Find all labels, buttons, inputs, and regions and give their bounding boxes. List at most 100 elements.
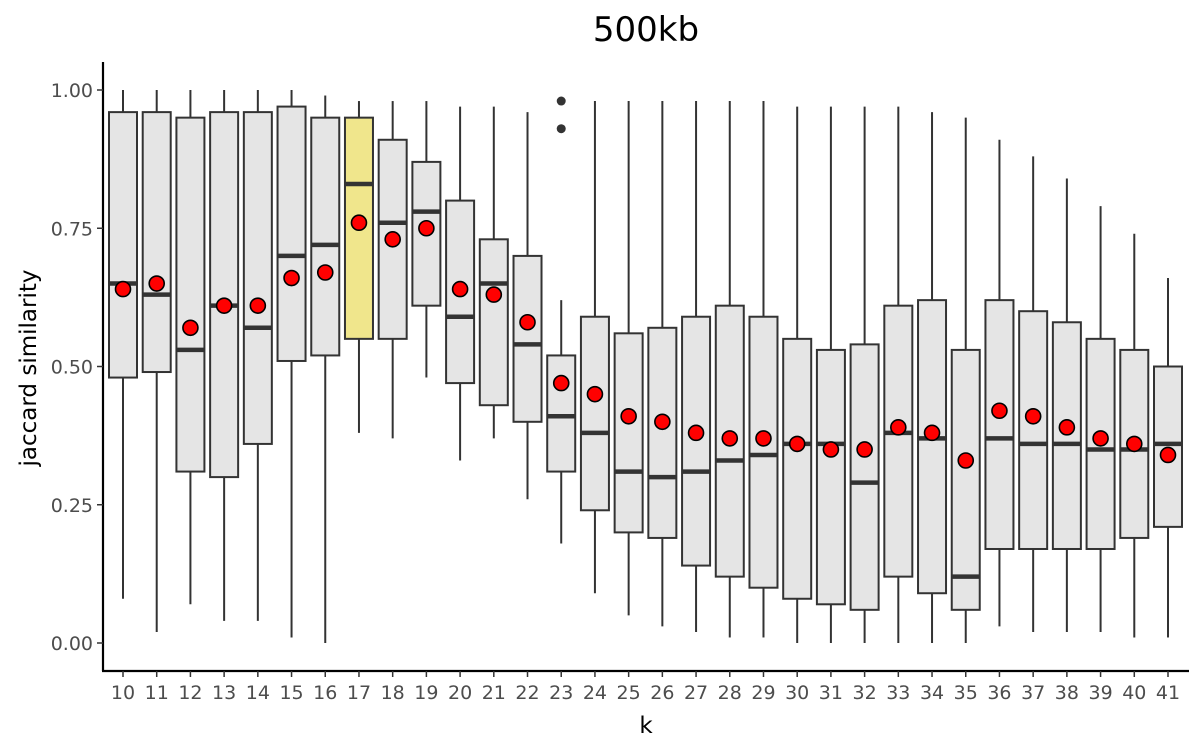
mean-point bbox=[1125, 435, 1143, 453]
iqr-box bbox=[815, 348, 846, 606]
x-tick-label: 22 bbox=[515, 682, 539, 704]
outlier-point bbox=[556, 124, 566, 134]
x-axis-label: k bbox=[639, 713, 653, 739]
mean-point bbox=[519, 313, 536, 331]
x-tick-label: 13 bbox=[212, 682, 236, 704]
box-k-14 bbox=[242, 90, 273, 621]
mean-point bbox=[788, 435, 806, 453]
x-tick-label: 27 bbox=[684, 682, 708, 704]
iqr-box bbox=[782, 337, 813, 600]
mean-point bbox=[182, 319, 199, 337]
x-tick-label: 38 bbox=[1055, 682, 1079, 704]
box-k-21 bbox=[478, 106, 509, 439]
x-tick-label: 35 bbox=[954, 682, 978, 704]
iqr-box bbox=[1018, 310, 1049, 550]
iqr-box bbox=[849, 343, 880, 611]
mean-point bbox=[283, 269, 300, 287]
x-tick-label: 12 bbox=[178, 682, 202, 704]
mean-point bbox=[384, 231, 401, 248]
box-k-37 bbox=[1018, 156, 1049, 632]
mean-point bbox=[1092, 430, 1109, 447]
iqr-box bbox=[950, 348, 981, 611]
box-k-32 bbox=[849, 106, 880, 643]
box-k-17 bbox=[343, 101, 374, 433]
iqr-box bbox=[512, 254, 543, 423]
x-tick-label: 25 bbox=[617, 682, 641, 704]
box-k-13 bbox=[209, 90, 240, 621]
box-k-28 bbox=[714, 101, 745, 638]
mean-point bbox=[822, 441, 840, 458]
iqr-box bbox=[242, 111, 273, 445]
x-tick-label: 20 bbox=[448, 682, 472, 704]
mean-point bbox=[856, 441, 873, 458]
x-tick-label: 31 bbox=[819, 682, 843, 704]
iqr-box bbox=[883, 304, 914, 578]
box-k-24 bbox=[579, 101, 610, 594]
box-k-41 bbox=[1153, 278, 1183, 638]
iqr-box bbox=[108, 111, 138, 379]
box-k-12 bbox=[175, 90, 206, 605]
box-k-34 bbox=[917, 112, 948, 643]
y-tick-label: 1.00 bbox=[51, 80, 93, 102]
x-tick-label: 11 bbox=[145, 682, 169, 704]
iqr-box bbox=[141, 111, 172, 374]
mean-point bbox=[1024, 407, 1042, 425]
mean-point bbox=[316, 264, 334, 281]
y-tick-label: 0.50 bbox=[51, 357, 93, 379]
x-tick-label: 34 bbox=[920, 682, 944, 704]
x-tick-label: 39 bbox=[1088, 682, 1112, 704]
x-tick-label: 33 bbox=[886, 682, 910, 704]
mean-point bbox=[249, 297, 267, 314]
mean-point bbox=[1159, 446, 1177, 464]
outlier-point bbox=[556, 96, 566, 106]
x-tick-label: 21 bbox=[482, 682, 506, 704]
mean-point bbox=[215, 297, 233, 314]
box-k-35 bbox=[950, 117, 981, 643]
mean-point bbox=[890, 419, 907, 436]
mean-point bbox=[654, 413, 671, 431]
mean-point bbox=[957, 452, 975, 469]
iqr-box bbox=[310, 116, 341, 357]
mean-point bbox=[991, 402, 1008, 420]
box-k-25 bbox=[613, 101, 644, 616]
x-tick-label: 10 bbox=[111, 682, 135, 704]
iqr-box bbox=[613, 332, 644, 534]
x-tick-label: 17 bbox=[347, 682, 371, 704]
box-k-18 bbox=[377, 101, 408, 439]
x-tick-label: 23 bbox=[549, 682, 573, 704]
mean-point bbox=[687, 424, 705, 442]
mean-point bbox=[350, 214, 368, 232]
x-tick-label: 15 bbox=[279, 682, 303, 704]
box-k-40 bbox=[1119, 233, 1150, 638]
x-tick-label: 37 bbox=[1021, 682, 1045, 704]
mean-point bbox=[923, 424, 941, 442]
mean-point bbox=[418, 219, 435, 237]
x-tick-label: 30 bbox=[785, 682, 809, 704]
mean-point bbox=[148, 275, 166, 292]
mean-point bbox=[1058, 419, 1076, 436]
y-axis-label: jaccard similarity bbox=[16, 270, 42, 468]
iqr-box bbox=[209, 111, 240, 479]
iqr-box bbox=[748, 315, 779, 589]
mean-point bbox=[586, 385, 604, 403]
mean-point bbox=[552, 374, 570, 392]
x-tick-label: 14 bbox=[246, 682, 270, 704]
mean-point bbox=[755, 430, 772, 447]
x-tick-label: 16 bbox=[313, 682, 337, 704]
y-tick-label: 0.25 bbox=[51, 495, 93, 517]
iqr-box bbox=[276, 105, 307, 362]
x-tick-label: 40 bbox=[1122, 682, 1146, 704]
iqr-box bbox=[579, 315, 610, 512]
mean-point bbox=[620, 407, 637, 425]
x-tick-label: 29 bbox=[751, 682, 775, 704]
x-tick-label: 28 bbox=[718, 682, 742, 704]
mean-point bbox=[485, 286, 503, 303]
iqr-box bbox=[478, 238, 509, 407]
iqr-box bbox=[917, 299, 948, 595]
plot-area bbox=[108, 90, 1183, 643]
mean-point bbox=[451, 280, 469, 298]
box-k-33 bbox=[883, 106, 914, 643]
x-tick-label: 36 bbox=[987, 682, 1011, 704]
y-axis: 0.00 0.25 0.50 0.75 1.00 bbox=[51, 62, 105, 671]
iqr-box bbox=[546, 354, 577, 473]
